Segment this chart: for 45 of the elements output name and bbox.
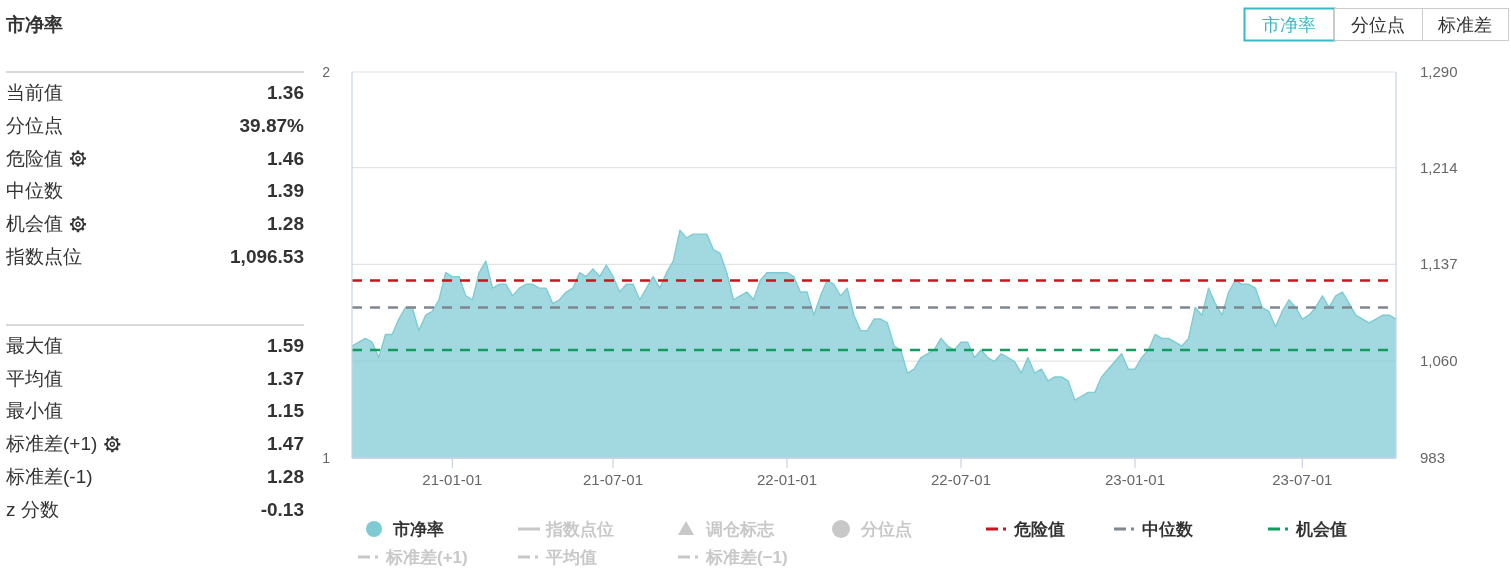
legend-label: 中位数 — [1142, 520, 1194, 539]
x-tick-label: 22-01-01 — [756, 471, 818, 488]
x-tick-label: 22-07-01 — [930, 471, 992, 488]
text: 市净率 — [1262, 15, 1316, 35]
x-tick-label: 21-01-01 — [422, 471, 483, 488]
text: 1.36 — [267, 82, 304, 103]
text: 1.28 — [267, 213, 304, 235]
y2-tick-label: 983 — [1420, 449, 1446, 466]
y-tick-label: 1 — [322, 450, 331, 466]
text: 1.37 — [267, 367, 304, 389]
text: 1,096.53 — [230, 246, 304, 267]
x-tick-label: 21-07-01 — [582, 471, 644, 488]
y2-tick-label: 1,137 — [1420, 255, 1458, 273]
text: 平均值 — [6, 367, 63, 389]
text: 1.59 — [267, 334, 304, 356]
text: 标准差(+1) — [5, 433, 98, 455]
text: 当前值 — [6, 82, 63, 103]
text: 指数点位 — [5, 246, 82, 267]
text: 中位数 — [6, 180, 63, 202]
text: 最大值 — [6, 334, 63, 356]
legend-label: 危险值 — [1013, 520, 1065, 539]
y2-tick-label: 1,214 — [1420, 158, 1458, 176]
y-tick-label: 2 — [322, 64, 331, 80]
text: 危险值 — [6, 147, 63, 169]
text: 1.15 — [267, 400, 305, 422]
text: 1.28 — [267, 466, 304, 487]
x-tick-label: 23-07-01 — [1272, 471, 1333, 488]
text: 1.46 — [267, 147, 304, 169]
text: 1.39 — [267, 180, 304, 202]
y2-tick-label: 1,290 — [1420, 63, 1458, 80]
legend-label: 机会值 — [1295, 520, 1347, 539]
y2-tick-label: 1,060 — [1420, 352, 1458, 370]
text: 标准差(-1) — [5, 466, 93, 487]
text: 最小值 — [6, 400, 63, 422]
text: 市净率 — [5, 14, 63, 35]
x-tick-label: 23-01-01 — [1104, 471, 1166, 488]
text: z 分数 — [6, 498, 59, 520]
text: -0.13 — [260, 498, 304, 520]
text: 标准差 — [1437, 15, 1492, 35]
text: 1.47 — [267, 433, 304, 455]
text: 分位点 — [1351, 15, 1405, 35]
legend-label: 市净率 — [392, 520, 444, 539]
text: 39.87% — [239, 114, 305, 136]
text: 机会值 — [6, 213, 63, 235]
text: 分位点 — [6, 114, 63, 136]
